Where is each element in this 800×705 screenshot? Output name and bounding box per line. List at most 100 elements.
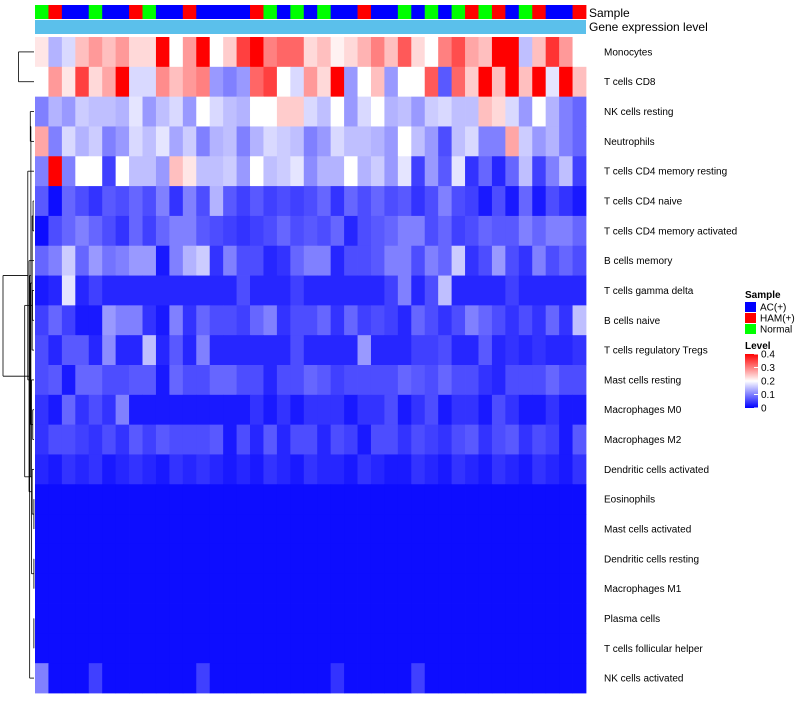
heatmap-cell (397, 394, 412, 426)
heatmap-cell (129, 245, 143, 276)
heatmap-cell (451, 37, 466, 68)
heatmap-cell (88, 156, 103, 187)
heatmap-cell (478, 305, 493, 336)
heatmap-cell (559, 424, 573, 455)
heatmap-cell (196, 394, 211, 426)
heatmap-cell (263, 514, 278, 545)
heatmap-cell (491, 126, 506, 157)
heatmap-cell (129, 37, 143, 68)
heatmap-cell (397, 305, 412, 336)
heatmap-cell (384, 603, 399, 634)
heatmap-cell (330, 215, 345, 247)
heatmap-cell (88, 573, 103, 604)
heatmap-cell (263, 633, 278, 664)
heatmap-cell (236, 514, 251, 545)
heatmap-cell (559, 275, 573, 306)
heatmap-cell (451, 335, 466, 366)
heatmap-cell (317, 543, 332, 575)
heatmap-cell (142, 543, 157, 575)
heatmap-cell (518, 96, 533, 127)
heatmap-cell (303, 484, 318, 515)
heatmap-cell (209, 573, 224, 604)
sample-annotation-cell (169, 5, 184, 19)
heatmap-cell (344, 633, 358, 664)
heatmap-cell (491, 394, 506, 426)
heatmap-cell (411, 37, 426, 68)
heatmap-cell (142, 573, 157, 604)
heatmap-cell (370, 394, 385, 426)
heatmap-cell (290, 96, 305, 127)
heatmap-cell (357, 245, 372, 276)
heatmap-cell (505, 454, 520, 485)
heatmap-cell (250, 37, 264, 68)
heatmap-cell (411, 543, 426, 575)
heatmap-cell (465, 454, 479, 485)
heatmap-cell (276, 424, 291, 455)
heatmap-cell (169, 424, 184, 455)
heatmap-cell (357, 424, 372, 455)
heatmap-cell (532, 156, 547, 187)
heatmap-cell (330, 543, 345, 575)
heatmap-cell (451, 394, 466, 426)
heatmap-cell (465, 186, 479, 217)
heatmap-cell (169, 245, 184, 276)
heatmap-cell (115, 365, 130, 396)
row-label: B cells memory (604, 256, 672, 267)
heatmap-cell (559, 394, 573, 426)
heatmap-cell (397, 454, 412, 485)
heatmap-cell (478, 514, 493, 545)
heatmap-cell (223, 186, 237, 217)
heatmap-cell (384, 543, 399, 575)
heatmap-cell (397, 245, 412, 276)
heatmap-cell (438, 663, 453, 694)
heatmap-cell (236, 275, 251, 306)
heatmap-cell (518, 603, 533, 634)
heatmap-cell (250, 484, 264, 515)
heatmap-cell (250, 424, 264, 455)
heatmap-cell (330, 156, 345, 187)
row-label: Macrophages M1 (604, 584, 682, 595)
heatmap-cell (518, 573, 533, 604)
heatmap-cell (317, 96, 332, 127)
heatmap-cell (505, 365, 520, 396)
heatmap-cell (35, 514, 49, 545)
heatmap-cell (370, 215, 385, 247)
heatmap-cell (250, 514, 264, 545)
sample-legend-items: AC(+)HAM(+)Normal (745, 302, 795, 336)
heatmap-cell (61, 663, 76, 694)
heatmap-cell (48, 156, 63, 187)
sample-annotation-cell (330, 5, 345, 19)
heatmap-cell (478, 484, 493, 515)
heatmap-cell (35, 66, 49, 98)
heatmap-cell (48, 126, 63, 157)
heatmap-cell (263, 424, 278, 455)
heatmap-cell (424, 663, 439, 694)
heatmap-cell (478, 424, 493, 455)
heatmap-cell (276, 543, 291, 575)
heatmap-cell (236, 633, 251, 664)
heatmap-cell (102, 514, 117, 545)
heatmap-cell (384, 37, 399, 68)
heatmap-cell (397, 66, 412, 98)
heatmap-cell (545, 245, 560, 276)
heatmap-cell (88, 126, 103, 157)
heatmap-cell (438, 215, 453, 247)
heatmap-cell (518, 454, 533, 485)
sample-annotation-cell (182, 5, 197, 19)
heatmap-cell (491, 454, 506, 485)
heatmap-cell (518, 543, 533, 575)
heatmap-cell (330, 633, 345, 664)
heatmap-cell (411, 663, 426, 694)
heatmap-cell (559, 156, 573, 187)
heatmap-cell (209, 543, 224, 575)
heatmap-cell (330, 424, 345, 455)
heatmap-cell (48, 603, 63, 634)
row-label: T cells CD8 (604, 77, 656, 88)
heatmap-cell (155, 215, 170, 247)
heatmap-cell (491, 424, 506, 455)
heatmap-cell (115, 573, 130, 604)
heatmap-cell (303, 543, 318, 575)
heatmap-cell (559, 335, 573, 366)
heatmap-cell (411, 484, 426, 515)
